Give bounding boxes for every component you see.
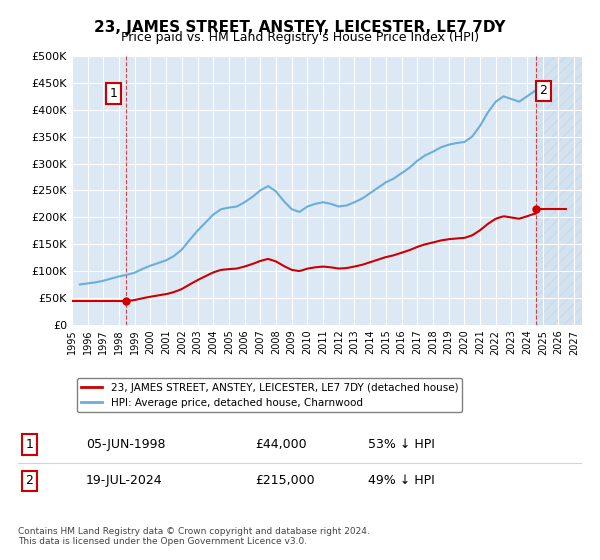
Text: 2: 2 — [25, 474, 33, 487]
Text: Price paid vs. HM Land Registry's House Price Index (HPI): Price paid vs. HM Land Registry's House … — [121, 31, 479, 44]
Text: 1: 1 — [25, 438, 33, 451]
Text: 23, JAMES STREET, ANSTEY, LEICESTER, LE7 7DY: 23, JAMES STREET, ANSTEY, LEICESTER, LE7… — [94, 20, 506, 35]
Legend: 23, JAMES STREET, ANSTEY, LEICESTER, LE7 7DY (detached house), HPI: Average pric: 23, JAMES STREET, ANSTEY, LEICESTER, LE7… — [77, 379, 463, 412]
Text: 1: 1 — [109, 87, 117, 100]
Bar — [536, 56, 582, 325]
Text: £215,000: £215,000 — [255, 474, 314, 487]
Text: 05-JUN-1998: 05-JUN-1998 — [86, 438, 165, 451]
Text: 49% ↓ HPI: 49% ↓ HPI — [368, 474, 434, 487]
Text: 53% ↓ HPI: 53% ↓ HPI — [368, 438, 434, 451]
Text: 19-JUL-2024: 19-JUL-2024 — [86, 474, 163, 487]
Text: Contains HM Land Registry data © Crown copyright and database right 2024.
This d: Contains HM Land Registry data © Crown c… — [18, 526, 370, 546]
Bar — [536, 56, 582, 325]
Text: £44,000: £44,000 — [255, 438, 307, 451]
Text: 2: 2 — [539, 85, 547, 97]
